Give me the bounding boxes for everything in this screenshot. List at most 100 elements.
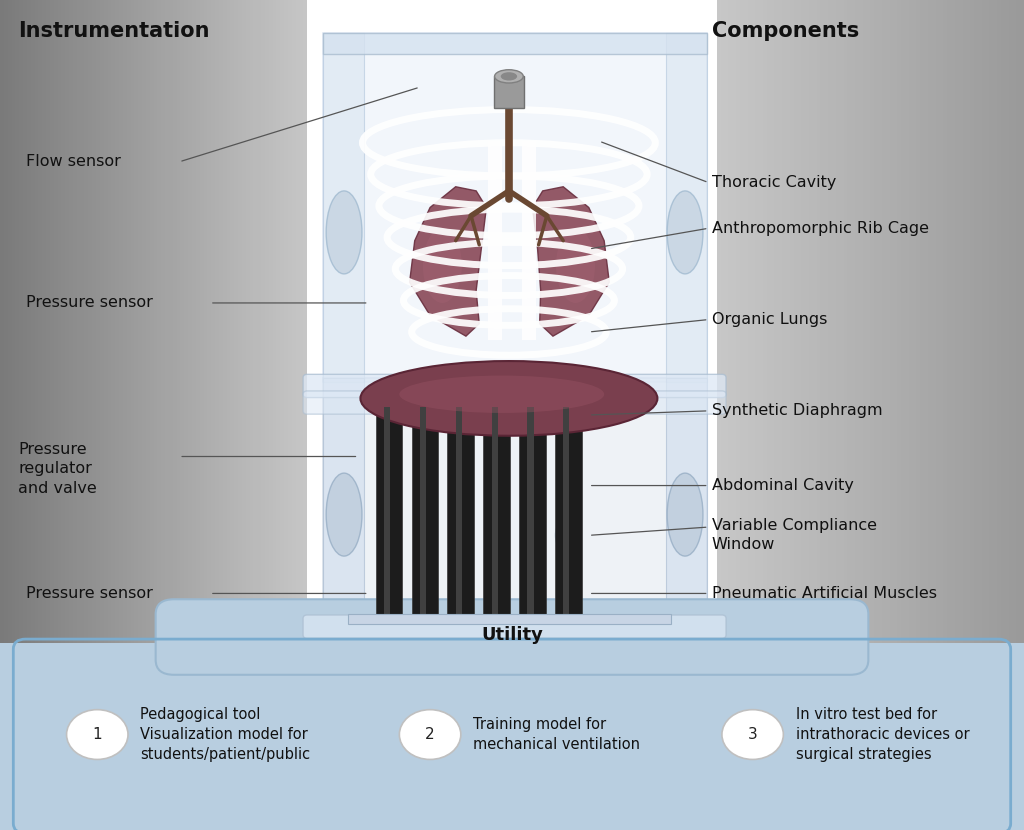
Bar — [204, 0, 207, 647]
Bar — [96, 0, 100, 647]
Ellipse shape — [326, 473, 362, 556]
Bar — [527, 407, 534, 614]
Bar — [246, 0, 250, 647]
Bar — [851, 0, 855, 647]
Bar — [794, 0, 798, 647]
Bar — [739, 0, 743, 647]
Bar — [936, 0, 940, 647]
Text: Components: Components — [712, 21, 859, 41]
Bar — [57, 0, 61, 647]
Bar — [176, 0, 180, 647]
Bar — [145, 0, 150, 647]
Bar — [184, 0, 188, 647]
FancyBboxPatch shape — [303, 615, 726, 638]
Bar — [831, 0, 836, 647]
Ellipse shape — [399, 375, 604, 413]
Bar — [162, 0, 165, 647]
Bar — [242, 0, 246, 647]
Ellipse shape — [501, 72, 517, 81]
Bar — [261, 0, 265, 647]
Bar — [323, 378, 364, 627]
Bar — [916, 0, 921, 647]
Bar — [836, 0, 840, 647]
Text: Pneumatic Artificial Muscles: Pneumatic Artificial Muscles — [712, 586, 937, 601]
Bar — [759, 0, 763, 647]
Bar — [281, 0, 284, 647]
Bar — [993, 0, 997, 647]
Bar — [50, 0, 54, 647]
Text: Flow sensor: Flow sensor — [26, 154, 121, 169]
Bar — [870, 0, 874, 647]
Bar — [901, 0, 905, 647]
Text: Abdominal Cavity: Abdominal Cavity — [712, 478, 854, 493]
FancyBboxPatch shape — [303, 391, 726, 414]
Bar — [66, 0, 70, 647]
Bar — [874, 0, 878, 647]
Bar — [131, 0, 134, 647]
Bar — [115, 0, 119, 647]
Bar — [494, 76, 524, 108]
Bar — [728, 0, 732, 647]
Bar — [717, 0, 721, 647]
Polygon shape — [410, 187, 486, 336]
Bar — [84, 0, 88, 647]
Bar — [150, 0, 154, 647]
Bar — [19, 0, 23, 647]
Bar — [211, 0, 215, 647]
Bar — [303, 0, 307, 647]
Bar — [909, 0, 912, 647]
Bar — [958, 0, 963, 647]
Bar — [855, 0, 859, 647]
Bar — [1009, 0, 1013, 647]
Bar — [230, 0, 234, 647]
Bar — [974, 0, 978, 647]
Bar — [323, 33, 707, 54]
Bar — [743, 0, 748, 647]
Bar — [519, 407, 546, 614]
Bar — [42, 0, 46, 647]
Bar — [31, 0, 35, 647]
Bar — [813, 0, 817, 647]
FancyBboxPatch shape — [156, 599, 868, 675]
Bar — [954, 0, 958, 647]
Bar — [53, 0, 57, 647]
Bar — [193, 0, 196, 647]
Text: Thoracic Cavity: Thoracic Cavity — [712, 175, 836, 190]
Bar — [8, 0, 11, 647]
Bar — [77, 0, 81, 647]
Bar — [905, 0, 909, 647]
Bar — [982, 0, 985, 647]
Bar — [0, 643, 1024, 830]
Bar — [555, 407, 582, 614]
Ellipse shape — [668, 191, 703, 274]
Bar — [108, 0, 112, 647]
Bar — [92, 0, 96, 647]
Bar — [985, 0, 989, 647]
Bar — [763, 0, 767, 647]
Bar — [866, 0, 870, 647]
Bar — [947, 0, 951, 647]
Circle shape — [399, 710, 461, 759]
Bar — [250, 0, 254, 647]
Bar — [253, 0, 257, 647]
Text: Pressure
regulator
and valve: Pressure regulator and valve — [18, 442, 97, 496]
Bar — [736, 0, 739, 647]
Bar — [809, 0, 813, 647]
Bar — [138, 0, 142, 647]
Bar — [928, 0, 932, 647]
Ellipse shape — [326, 191, 362, 274]
Bar — [963, 0, 967, 647]
Bar — [158, 0, 161, 647]
Circle shape — [722, 710, 783, 759]
Bar — [0, 0, 4, 647]
Bar — [778, 0, 782, 647]
Text: Variable Compliance
Window: Variable Compliance Window — [712, 518, 877, 553]
Bar — [724, 0, 728, 647]
Bar — [932, 0, 936, 647]
Bar — [1005, 0, 1009, 647]
Bar — [268, 0, 272, 647]
Polygon shape — [532, 187, 609, 336]
Bar — [88, 0, 92, 647]
Bar — [978, 0, 982, 647]
Bar — [1016, 0, 1020, 647]
